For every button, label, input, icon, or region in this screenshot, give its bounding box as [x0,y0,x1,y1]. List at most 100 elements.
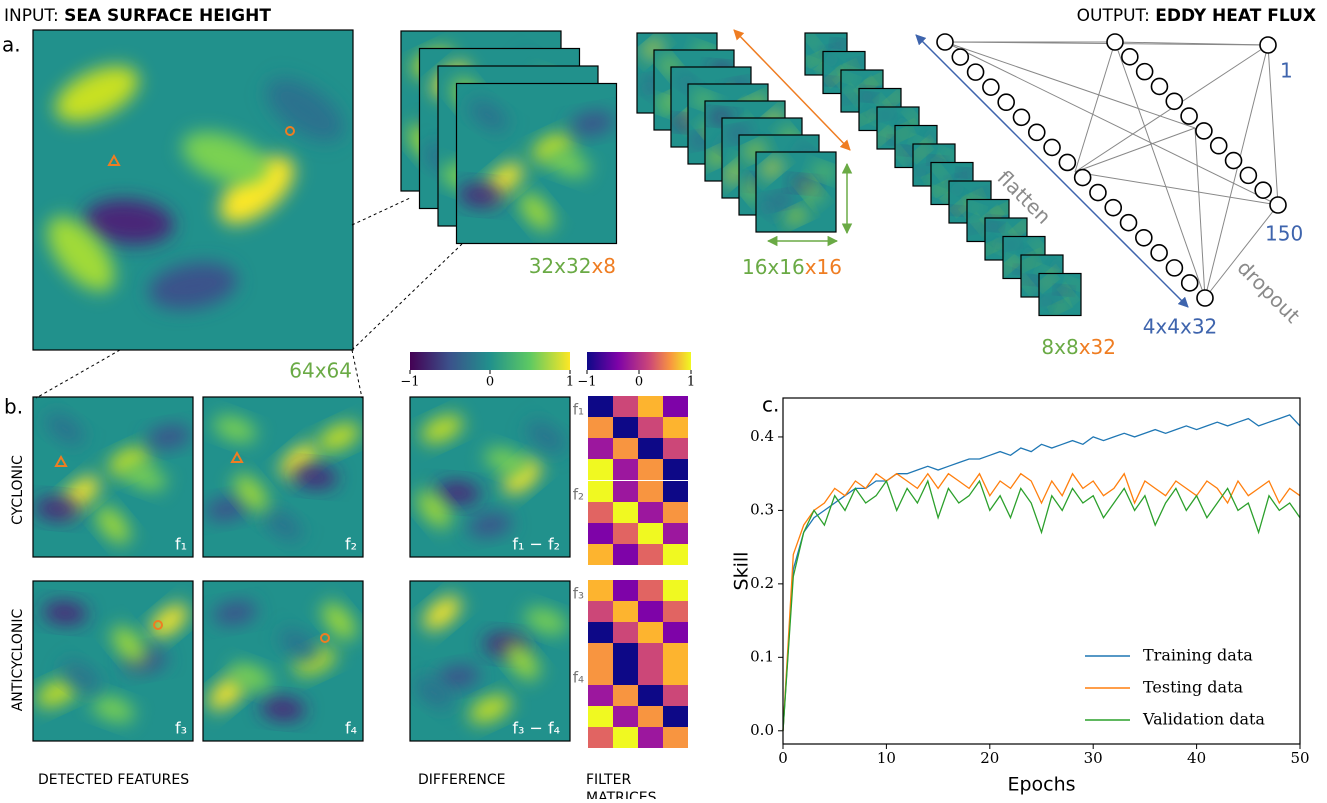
filter-cell [613,523,638,544]
filter-cell [613,685,638,706]
neuron [1121,215,1137,231]
neuron [968,64,984,80]
neuron [937,34,953,50]
heatmap [756,152,837,232]
neuron [1270,197,1286,213]
neuron [1013,109,1029,125]
filter-cell [663,396,688,417]
size-part: 16x16 [742,255,805,279]
output-title-plain: OUTPUT: [1077,6,1156,26]
neuron [1166,260,1182,276]
size-part: 32x32 [529,254,592,278]
connector [352,350,362,398]
filter-cell [663,438,688,459]
x-tick-label: 10 [877,749,896,767]
feature-label: f₃ [175,719,187,738]
filter-cell [638,643,663,664]
connection [1268,45,1278,205]
neuron [1196,123,1212,139]
filter-cell [613,727,638,748]
size-label: 4x4x32 [1143,315,1218,339]
feature-label: f₄ [345,719,357,738]
panel-label: c. [762,393,779,417]
output-title-bold: EDDY HEAT FLUX [1155,6,1316,26]
figure: f₁f₂f₃f₄f₁ − f₂f₃ − f₄f₁f₂f₃f₄−1−10011 I… [0,0,1327,799]
filter-cell [663,601,688,622]
filter-cell [663,523,688,544]
difference-label: f₁ − f₂ [512,535,560,554]
filter-cell [613,502,638,523]
colorbar [587,352,691,370]
y-tick-label: 0.1 [750,647,774,665]
neuron [1107,34,1123,50]
heatmap [203,397,364,557]
neuron [1226,153,1242,169]
neuron [1181,108,1197,124]
filter-cell [638,438,663,459]
filter-cell [613,481,638,502]
filter-cell [588,622,613,643]
filter-cell [638,601,663,622]
filter-cell [588,706,613,727]
colorbar-tick-label: −1 [577,375,596,390]
difference-label: f₃ − f₄ [512,719,560,738]
filter-cell [588,417,613,438]
heatmap [32,581,193,741]
size-part: x16 [805,255,842,279]
filter-cell [638,459,663,480]
size-label: 64x64 [289,359,352,383]
y-tick-label: 0.3 [750,500,774,518]
filter-cell [663,664,688,685]
filter-cell [588,523,613,544]
filter-label: f₁ [573,401,584,419]
neuron [1075,170,1091,186]
neuron [1260,37,1276,53]
x-tick-label: 50 [1290,749,1309,767]
filter-cell [588,643,613,664]
filter-cell [588,459,613,480]
row-label: CYCLONIC [10,455,26,525]
filter-cell [663,580,688,601]
neuron [1255,182,1271,198]
filter-cell [663,459,688,480]
neuron [1211,138,1227,154]
heatmap [409,581,571,741]
filter-cell [663,727,688,748]
y-tick-label: 0.0 [750,721,774,739]
filter-cell [613,438,638,459]
heatmap [33,30,355,350]
filter-cell [638,580,663,601]
connector [36,350,120,398]
filter-label: f₂ [573,486,584,504]
filter-label: f₄ [573,669,584,687]
filter-cell [588,544,613,565]
dropout-label: dropout [1233,255,1305,327]
y-axis-label: Skill [731,552,753,591]
filter-cell [638,481,663,502]
filter-cell [638,417,663,438]
panel-label: b. [4,395,23,419]
neuron [952,49,968,65]
filter-cell [663,502,688,523]
connection [1205,45,1268,298]
legend-label: Testing data [1143,678,1244,697]
legend-label: Validation data [1142,710,1265,729]
connection [1075,42,1115,172]
x-tick-label: 30 [1084,749,1103,767]
legend-label: Training data [1143,646,1253,665]
heatmap [1039,274,1081,316]
filter-cell [663,417,688,438]
neuron [1122,49,1138,65]
filter-cell [638,544,663,565]
filter-cell [613,706,638,727]
feature-label: f₁ [175,535,187,554]
filter-cell [588,685,613,706]
output-title: OUTPUT: EDDY HEAT FLUX [1077,6,1316,26]
caption: DIFFERENCE [418,772,506,788]
colorbar-tick-label: 0 [635,375,643,390]
filter-cell [588,601,613,622]
filter-cell [663,706,688,727]
x-tick-label: 0 [778,749,788,767]
size-label: 32x32x8 [529,254,616,278]
